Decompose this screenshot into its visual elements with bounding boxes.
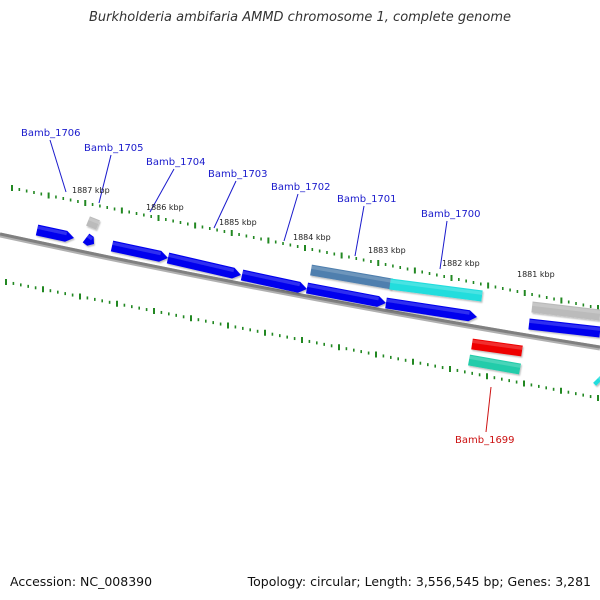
gene-arrow-highlight bbox=[390, 279, 483, 295]
accession-text: Accession: NC_008390 bbox=[10, 574, 153, 589]
gene-labels[interactable]: Bamb_1706Bamb_1705Bamb_1704Bamb_1703Bamb… bbox=[21, 128, 515, 446]
gene-arrow-highlight bbox=[469, 355, 521, 368]
leader-line bbox=[485, 386, 492, 433]
gene-arrow-unlabeled-light[interactable] bbox=[86, 216, 100, 230]
gene-label[interactable]: Bamb_1703 bbox=[208, 169, 268, 180]
gene-arrow-unlabeled-green[interactable] bbox=[468, 354, 521, 375]
position-label: 1882 kbp bbox=[442, 259, 480, 268]
gene-arrow-bamb-1704[interactable] bbox=[110, 240, 168, 262]
leader-line bbox=[354, 205, 365, 257]
backbone-line bbox=[0, 232, 600, 349]
gene-arrow-body bbox=[593, 376, 600, 386]
gene-arrow-bamb-1699[interactable] bbox=[471, 338, 523, 357]
gene-label[interactable]: Bamb_1704 bbox=[146, 157, 206, 168]
gene-arrow-highlight bbox=[86, 234, 94, 241]
gene-arrow-highlight bbox=[386, 298, 470, 315]
gene-label[interactable]: Bamb_1706 bbox=[21, 128, 81, 139]
upper-tick-row bbox=[11, 185, 599, 311]
gene-arrow-unlabeled-blue-right[interactable] bbox=[528, 318, 600, 338]
leader-line bbox=[213, 180, 237, 229]
gene-arrow-unlabeled-blue-1[interactable] bbox=[306, 282, 386, 307]
gene-arrow-bamb-1706[interactable] bbox=[35, 224, 74, 242]
gene-arrow-bamb-1703[interactable] bbox=[166, 252, 241, 279]
gene-arrow-highlight bbox=[529, 319, 600, 331]
gene-arrow-unlabeled-light-right[interactable] bbox=[531, 301, 600, 321]
gene-arrow-bamb-1700[interactable] bbox=[389, 278, 483, 302]
position-labels: 1887 kbp 1886 kbp 1885 kbp 1884 kbp 1883 kbp… bbox=[72, 186, 555, 279]
chromosome-backbone bbox=[0, 232, 600, 351]
tick-marks bbox=[5, 185, 599, 401]
gene-label[interactable]: Bamb_1702 bbox=[271, 182, 331, 193]
gene-arrow-highlight bbox=[597, 375, 600, 381]
gene-arrow-unlabeled-edge[interactable] bbox=[593, 375, 600, 386]
position-label: 1883 kbp bbox=[368, 246, 406, 255]
gene-label[interactable]: Bamb_1701 bbox=[337, 194, 397, 205]
gene-arrow-bamb-1702[interactable] bbox=[240, 269, 307, 293]
position-label: 1887 kbp bbox=[72, 186, 110, 195]
gene-label[interactable]: Bamb_1699 bbox=[455, 435, 515, 446]
leader-line bbox=[283, 193, 299, 242]
leader-line bbox=[149, 168, 175, 213]
gene-arrow-highlight bbox=[37, 225, 68, 236]
gene-arrow-bamb-1701[interactable] bbox=[310, 264, 393, 290]
gene-arrow-highlight bbox=[112, 241, 162, 256]
label-leader-lines bbox=[49, 139, 492, 433]
map-title: Burkholderia ambifaria AMMD chromosome 1… bbox=[88, 10, 512, 25]
gene-arrow-unlabeled-blue-2[interactable] bbox=[385, 297, 477, 322]
gene-arrow-highlight bbox=[88, 217, 100, 225]
genome-summary-text: Topology: circular; Length: 3,556,545 bp… bbox=[247, 574, 591, 589]
position-label: 1884 kbp bbox=[293, 233, 331, 242]
gene-arrow-bamb-1705[interactable] bbox=[82, 233, 94, 246]
position-label: 1886 kbp bbox=[146, 203, 184, 212]
gene-arrow-highlight bbox=[242, 270, 301, 287]
leader-line bbox=[439, 220, 448, 270]
gene-arrow-highlight bbox=[532, 302, 600, 314]
position-label: 1885 kbp bbox=[219, 218, 257, 227]
leader-line bbox=[49, 139, 67, 193]
gene-arrow-highlight bbox=[168, 253, 235, 273]
gene-features[interactable] bbox=[35, 216, 600, 386]
leader-line bbox=[98, 154, 112, 204]
gene-arrow-highlight bbox=[311, 265, 393, 283]
gene-arrow-highlight bbox=[307, 283, 379, 301]
gene-label[interactable]: Bamb_1700 bbox=[421, 209, 481, 220]
gene-label[interactable]: Bamb_1705 bbox=[84, 143, 144, 154]
lower-tick-row bbox=[5, 279, 599, 401]
gene-arrow-highlight bbox=[472, 339, 523, 350]
position-label: 1881 kbp bbox=[517, 270, 555, 279]
